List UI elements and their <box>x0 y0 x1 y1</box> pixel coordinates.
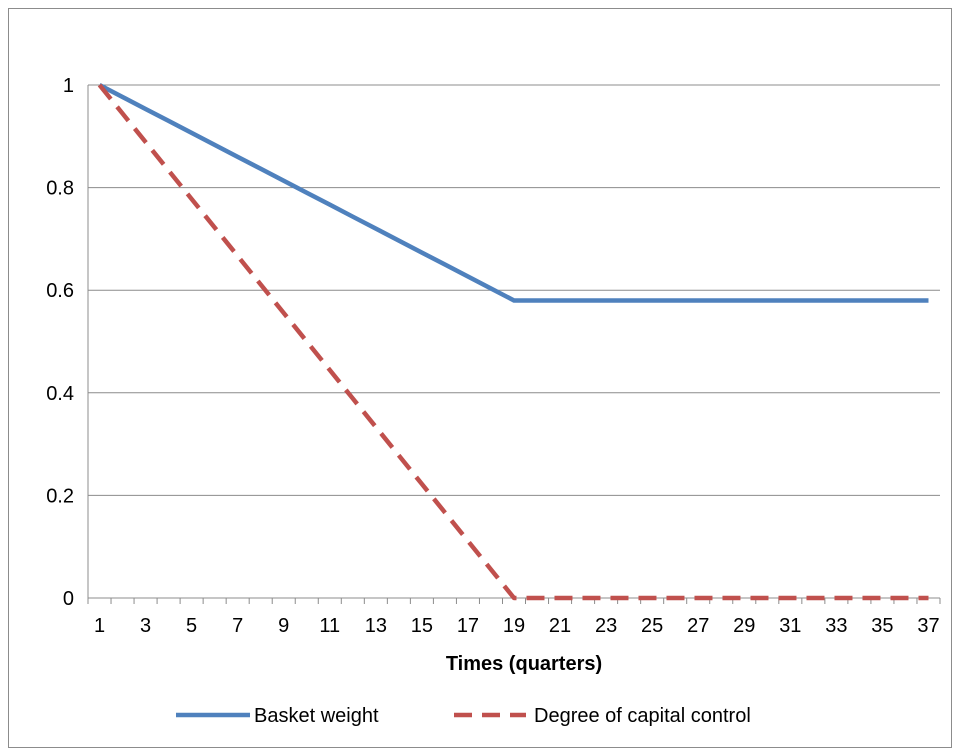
x-tick-label: 11 <box>319 615 340 637</box>
x-tick-label: 15 <box>411 615 433 637</box>
x-tick-label: 5 <box>186 615 197 637</box>
x-tick-label: 17 <box>457 615 479 637</box>
legend-label: Basket weight <box>254 705 379 727</box>
y-tick-label: 0.8 <box>46 178 74 200</box>
legend: Basket weight Degree of capital control <box>176 705 751 727</box>
x-tick-label: 33 <box>825 615 847 637</box>
x-tick-label: 35 <box>871 615 893 637</box>
axes <box>87 85 941 604</box>
x-axis-title: Times (quarters) <box>446 653 602 675</box>
x-tick-label: 19 <box>503 615 525 637</box>
series-line-basket-weight <box>98 83 929 303</box>
y-tick-labels: 0 0.2 0.4 0.6 0.8 1 <box>46 75 74 610</box>
legend-label: Degree of capital control <box>534 705 751 727</box>
x-tick-label: 37 <box>917 615 939 637</box>
x-tick-label: 7 <box>232 615 243 637</box>
y-tick-label: 0.2 <box>46 485 74 507</box>
x-tick-label: 3 <box>140 615 151 637</box>
series-lines <box>97 83 929 601</box>
x-tick-labels: 1 3 5 7 9 11 13 15 17 19 21 23 25 27 29 31 33 35 37 <box>94 615 940 637</box>
gridlines <box>88 84 940 496</box>
x-tick-label: 25 <box>641 615 663 637</box>
x-tick-label: 1 <box>94 615 105 637</box>
x-tick-label: 13 <box>365 615 387 637</box>
x-tick-label: 31 <box>779 615 801 637</box>
x-tick-label: 27 <box>687 615 709 637</box>
y-tick-label: 0 <box>63 588 74 610</box>
series-line-degree-of-capital-control <box>97 83 929 601</box>
x-tick-label: 29 <box>733 615 755 637</box>
x-tick-label: 23 <box>595 615 617 637</box>
y-tick-label: 0.6 <box>46 280 74 302</box>
y-tick-label: 0.4 <box>46 383 74 405</box>
y-tick-label: 1 <box>63 75 74 97</box>
chart-frame <box>8 8 952 748</box>
x-tick-label: 9 <box>278 615 289 637</box>
x-tick-label: 21 <box>549 615 571 637</box>
